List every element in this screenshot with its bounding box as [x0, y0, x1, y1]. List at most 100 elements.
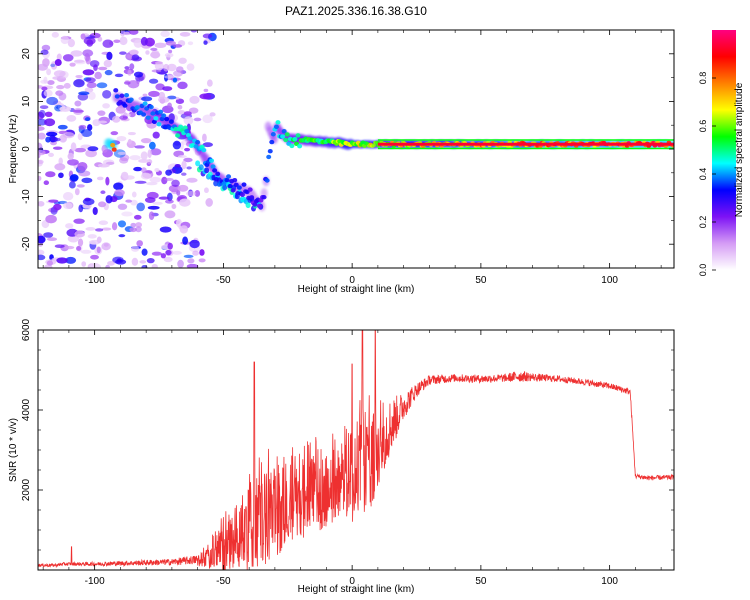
noise-blob	[205, 198, 213, 207]
noise-blob	[62, 131, 75, 139]
noise-blob	[203, 88, 209, 93]
noise-blob	[97, 163, 110, 168]
noise-blob	[96, 82, 108, 89]
noise-blob	[72, 109, 84, 113]
noise-blob	[51, 31, 59, 38]
noise-blob	[43, 76, 48, 84]
x-tick-label: 50	[475, 275, 487, 286]
noise-blob	[46, 131, 58, 137]
noise-blob	[163, 256, 173, 263]
noise-blob	[165, 249, 172, 256]
ridge-core	[264, 178, 270, 183]
noise-blob	[203, 40, 208, 45]
noise-blob	[202, 33, 213, 39]
noise-blob	[145, 182, 158, 186]
noise-blob	[128, 30, 139, 35]
noise-blob	[74, 230, 86, 238]
ridge-core	[226, 174, 232, 179]
noise-blob	[38, 150, 46, 156]
noise-blob	[183, 157, 193, 163]
ridge-core	[158, 109, 164, 115]
ridge-core	[193, 144, 199, 149]
ridge-core	[297, 143, 303, 149]
noise-blob	[162, 86, 173, 92]
noise-blob	[38, 159, 44, 165]
noise-blob	[194, 190, 201, 197]
noise-blob	[65, 223, 74, 229]
noise-blob	[163, 63, 170, 72]
noise-blob	[43, 180, 50, 185]
noise-blob	[46, 68, 52, 76]
noise-blob	[89, 263, 101, 268]
noise-blob	[141, 265, 148, 268]
noise-blob	[42, 58, 50, 67]
x-tick-label: 100	[601, 576, 618, 587]
ridge-core	[134, 105, 140, 110]
ridge-core	[145, 115, 151, 120]
noise-blob	[77, 162, 88, 171]
colorbar-tick-label: 0.6	[698, 120, 708, 133]
noise-blob	[77, 238, 84, 247]
y-tick-label: 20	[21, 48, 32, 60]
noise-blob	[70, 50, 83, 57]
ridge-core	[210, 164, 216, 169]
noise-blob	[38, 142, 43, 151]
noise-blob	[101, 227, 112, 231]
noise-blob	[74, 100, 82, 107]
noise-blob	[102, 39, 114, 48]
noise-blob	[62, 54, 74, 62]
noise-blob	[145, 50, 150, 55]
noise-blob	[189, 239, 200, 249]
ridge-core	[128, 97, 134, 102]
ridge-streak	[245, 202, 251, 209]
noise-blob	[164, 210, 176, 219]
noise-blob	[165, 169, 172, 176]
noise-blob	[172, 250, 182, 255]
ridge-core	[187, 136, 193, 141]
noise-blob	[107, 260, 115, 266]
noise-blob	[133, 214, 142, 220]
noise-blob	[202, 133, 207, 142]
spectrogram-xlabel: Height of straight line (km)	[298, 284, 415, 295]
noise-blob	[131, 191, 137, 198]
ridge-green-edge	[377, 147, 674, 150]
ridge-core	[239, 192, 245, 197]
noise-blob	[44, 111, 53, 118]
ridge-core	[224, 177, 230, 183]
noise-blob	[64, 245, 75, 250]
ridge-core	[280, 134, 286, 139]
noise-blob	[140, 137, 152, 144]
noise-blob	[133, 39, 143, 48]
noise-blob	[67, 38, 75, 48]
noise-blob	[172, 140, 182, 150]
noise-blob	[202, 142, 213, 148]
noise-blob	[58, 157, 63, 166]
ridge-core	[289, 143, 295, 149]
noise-blob	[86, 39, 94, 47]
noise-blob	[141, 248, 148, 256]
noise-blob	[96, 246, 101, 254]
noise-blob	[117, 151, 127, 155]
noise-blob	[165, 40, 176, 46]
noise-blob	[92, 206, 98, 216]
noise-blob	[117, 220, 127, 228]
noise-blob	[186, 191, 197, 197]
noise-blob	[151, 251, 162, 256]
ridge-core	[201, 147, 207, 153]
spectrogram-heatmap	[38, 30, 674, 268]
noise-blob	[135, 226, 142, 233]
noise-blob	[45, 214, 57, 224]
noise-blob	[129, 227, 137, 233]
noise-blob	[48, 199, 59, 203]
noise-blob	[128, 111, 136, 118]
noise-blob	[46, 260, 53, 266]
noise-blob	[184, 147, 191, 152]
noise-blob	[177, 110, 186, 115]
noise-blob	[140, 36, 148, 46]
ridge-core	[284, 132, 290, 137]
noise-blob	[52, 76, 63, 80]
ridge-core	[209, 158, 215, 163]
noise-blob	[67, 159, 79, 166]
noise-blob	[125, 199, 133, 203]
